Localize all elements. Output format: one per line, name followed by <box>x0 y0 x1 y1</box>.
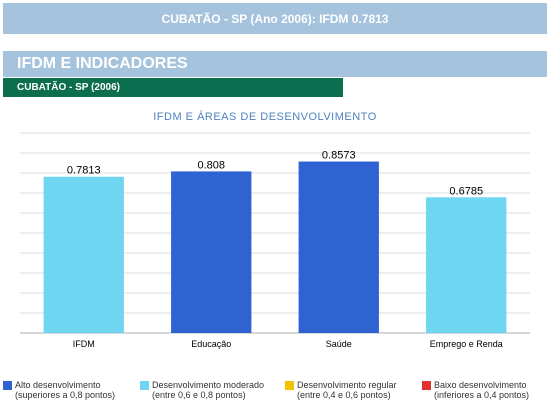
legend-swatch-moderado <box>140 381 149 390</box>
legend-item-regular: Desenvolvimento regular (entre 0,4 e 0,6… <box>285 380 397 400</box>
legend-range-baixo: (inferiores a 0,4 pontos) <box>434 390 530 400</box>
bar <box>298 161 379 333</box>
legend-text-moderado: Desenvolvimento moderado (entre 0,6 e 0,… <box>152 380 264 400</box>
x-tick-label: IFDM <box>73 339 95 349</box>
legend-swatch-regular <box>285 381 294 390</box>
x-tick-label: Saúde <box>326 339 352 349</box>
bar <box>43 176 124 333</box>
data-label: 0.7813 <box>67 165 101 177</box>
x-tick-label: Emprego e Renda <box>430 339 503 349</box>
legend-text-baixo: Baixo desenvolvimento (inferiores a 0,4 … <box>434 380 529 400</box>
legend-text-regular: Desenvolvimento regular (entre 0,4 e 0,6… <box>297 380 397 400</box>
legend-label-regular: Desenvolvimento regular <box>297 380 397 390</box>
legend-item-moderado: Desenvolvimento moderado (entre 0,6 e 0,… <box>140 380 264 400</box>
section-subheader: CUBATÃO - SP (2006) <box>3 78 343 97</box>
data-label: 0.8573 <box>322 150 356 162</box>
data-label: 0.6785 <box>449 185 483 197</box>
bar <box>426 197 507 333</box>
legend-label-alto: Alto desenvolvimento <box>15 380 101 390</box>
legend-item-alto: Alto desenvolvimento (superiores a 0,8 p… <box>3 380 115 400</box>
section-title: IFDM E INDICADORES <box>17 55 188 72</box>
page-title: CUBATÃO - SP (Ano 2006): IFDM 0.7813 <box>161 11 389 26</box>
legend-item-baixo: Baixo desenvolvimento (inferiores a 0,4 … <box>422 380 529 400</box>
legend-range-moderado: (entre 0,6 e 0,8 pontos) <box>152 390 246 400</box>
section-subtitle: CUBATÃO - SP (2006) <box>17 82 120 93</box>
legend-range-regular: (entre 0,4 e 0,6 pontos) <box>297 390 391 400</box>
section-header: IFDM E INDICADORES <box>3 51 547 77</box>
bar <box>171 171 252 333</box>
legend-text-alto: Alto desenvolvimento (superiores a 0,8 p… <box>15 380 115 400</box>
data-label: 0.808 <box>197 159 225 171</box>
x-tick-label: Educação <box>191 339 231 349</box>
chart-title: IFDM E ÁREAS DE DESENVOLVIMENTO <box>153 111 377 123</box>
legend-swatch-alto <box>3 381 12 390</box>
legend-swatch-baixo <box>422 381 431 390</box>
page-title-bar: CUBATÃO - SP (Ano 2006): IFDM 0.7813 <box>3 3 547 34</box>
legend-label-baixo: Baixo desenvolvimento <box>434 380 527 390</box>
legend-label-moderado: Desenvolvimento moderado <box>152 380 265 390</box>
legend-range-alto: (superiores a 0,8 pontos) <box>15 390 116 400</box>
